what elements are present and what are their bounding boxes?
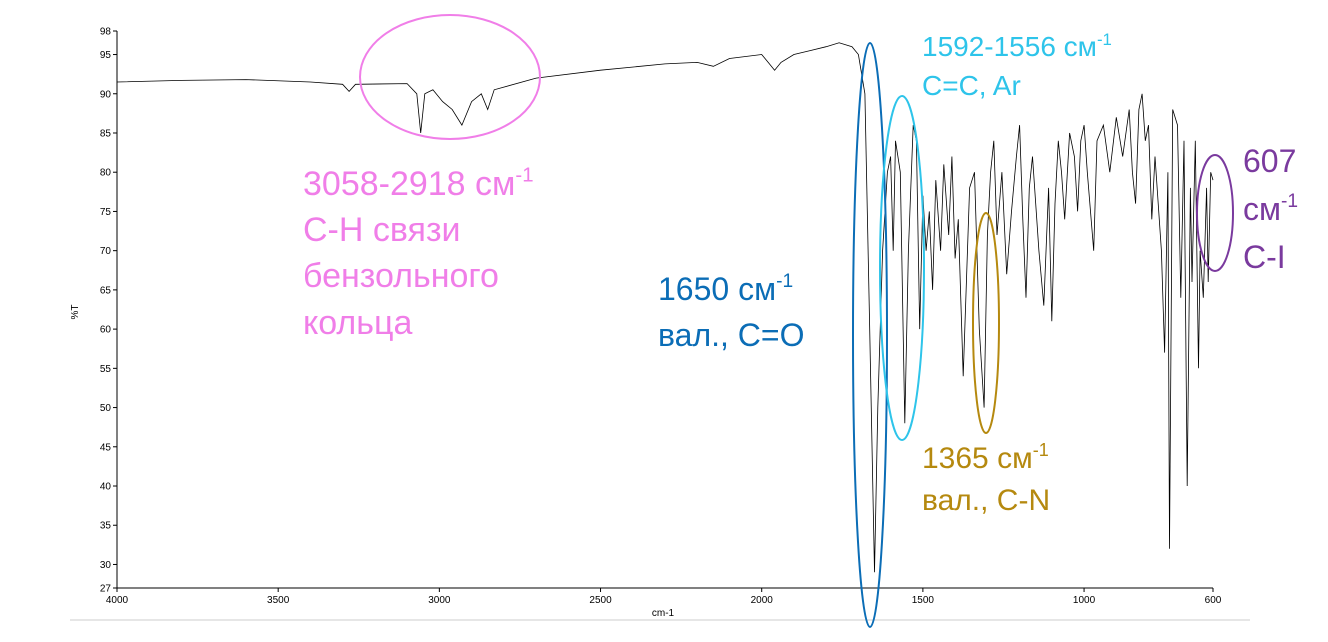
annotation-line: кольца (303, 304, 412, 342)
y-tick-label: 75 (100, 207, 112, 218)
highlight-ellipse (879, 95, 925, 441)
annotation-line: C=C, Ar (922, 70, 1021, 101)
annotation-text: вал., C=O (658, 317, 804, 353)
y-tick-label: 27 (100, 584, 112, 595)
highlight-ellipse (852, 42, 888, 628)
y-axis-label: %T (70, 305, 81, 320)
annotation-line: 1592-1556 см (922, 31, 1097, 62)
x-tick-label: 600 (1205, 595, 1222, 606)
annotation-text: C=C, Ar (922, 70, 1021, 101)
y-tick-label: 40 (100, 482, 112, 493)
annotation-text: 1592-1556 см-1 (922, 30, 1112, 62)
annotation-text: 607 (1243, 143, 1296, 179)
annotation-line: C-H связи (303, 211, 461, 249)
x-tick-label: 1000 (1073, 595, 1096, 606)
annotation-text: бензольного (303, 257, 499, 295)
x-tick-label: 3000 (428, 595, 451, 606)
annotation-text: 3058-2918 см-1 (303, 164, 534, 203)
annotation-line: бензольного (303, 257, 499, 295)
annotation-line: 607 (1243, 143, 1296, 179)
annotation-line: вал., C-N (922, 484, 1050, 517)
x-tick-label: 3500 (267, 595, 290, 606)
y-tick-label: 45 (100, 442, 112, 453)
annotation-text: вал., C-N (922, 484, 1050, 517)
annotation-line: см (1243, 191, 1281, 227)
x-tick-label: 2500 (589, 595, 612, 606)
annotation-text: 1650 см-1 (658, 271, 793, 307)
annotation-text: 1365 см-1 (922, 440, 1049, 475)
y-tick-label: 90 (100, 89, 112, 100)
annotation-text: C-H связи (303, 211, 461, 249)
annotation-sup: -1 (1281, 191, 1298, 212)
annotation-line: 3058-2918 см (303, 165, 515, 203)
x-tick-label: 4000 (106, 595, 129, 606)
y-tick-label: 65 (100, 285, 112, 296)
y-tick-label: 35 (100, 521, 112, 532)
highlight-ellipse (359, 14, 541, 140)
y-tick-label: 80 (100, 168, 112, 179)
x-axis-label: cm-1 (652, 608, 675, 619)
y-tick-label: 30 (100, 560, 112, 571)
annotation-sup: -1 (1097, 30, 1112, 49)
annotation-line: 1365 см (922, 442, 1033, 475)
annotation-line: вал., C=O (658, 317, 804, 353)
y-tick-label: 85 (100, 128, 112, 139)
y-tick-label: 60 (100, 325, 112, 336)
annotation-text: см-1 (1243, 191, 1298, 227)
spectrum-line (116, 42, 1214, 573)
annotation-sup: -1 (776, 271, 793, 292)
annotation-line: 1650 см (658, 271, 776, 307)
y-tick-label: 50 (100, 403, 112, 414)
y-tick-label: 70 (100, 246, 112, 257)
highlight-ellipse (972, 212, 1000, 434)
x-tick-label: 2000 (751, 595, 774, 606)
x-tick-label: 1500 (912, 595, 935, 606)
annotation-sup: -1 (515, 164, 533, 186)
highlight-ellipse (1196, 154, 1234, 272)
y-tick-label: 55 (100, 364, 112, 375)
annotation-sup: -1 (1033, 440, 1049, 460)
annotation-text: кольца (303, 304, 412, 342)
annotation-line: C-I (1243, 239, 1286, 275)
y-tick-label: 95 (100, 50, 112, 61)
y-tick-label: 98 (100, 27, 112, 38)
annotation-text: C-I (1243, 239, 1286, 275)
